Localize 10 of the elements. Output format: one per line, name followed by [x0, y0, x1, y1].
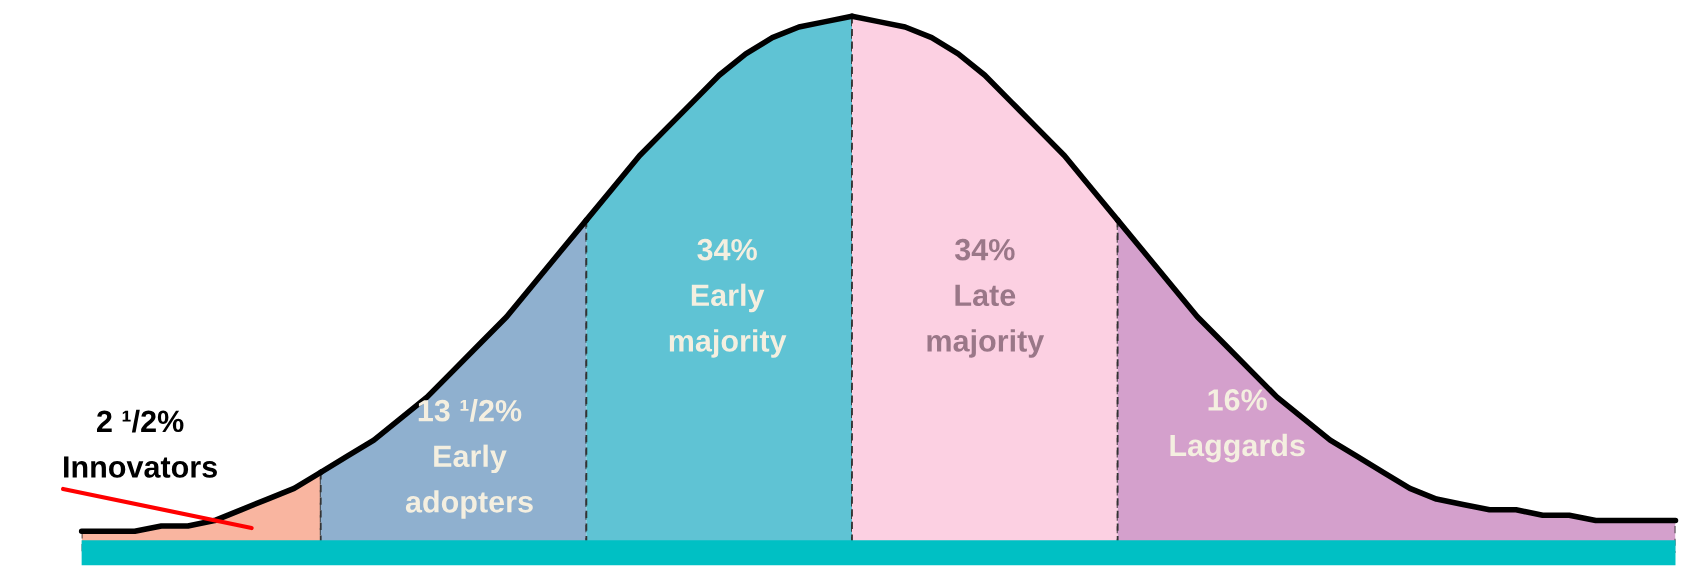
annotation: 34%: [697, 238, 757, 261]
annotation: 16%: [1208, 389, 1267, 411]
annotation: 34%: [954, 238, 1015, 261]
series-label: Early adopters: [405, 444, 533, 519]
annotation: 2 ¹/2%: [97, 409, 184, 433]
series-label: Laggards: [1170, 433, 1305, 463]
annotation: 13 ¹/2%: [418, 399, 522, 422]
series-label: Innovators: [64, 456, 217, 478]
series-label: Early majority: [669, 283, 787, 358]
series-label: Late majority: [927, 284, 1045, 358]
